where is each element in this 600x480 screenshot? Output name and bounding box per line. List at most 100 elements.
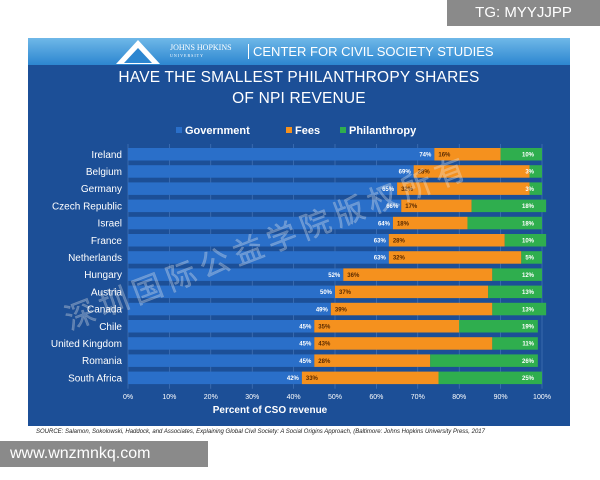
bar-fees <box>413 165 530 178</box>
bar-government <box>128 285 335 299</box>
data-label-philanthropy: 13% <box>522 307 535 313</box>
bar-fees <box>301 371 439 385</box>
center-title: CENTER FOR CIVIL SOCIETY STUDIES <box>248 44 494 59</box>
category-label: Canada <box>87 305 122 316</box>
category-label: Romania <box>82 356 122 367</box>
chart-grid <box>127 144 543 389</box>
bar-government <box>128 216 393 230</box>
data-label-philanthropy: 10% <box>522 152 535 158</box>
x-tick-label: 30% <box>245 394 259 401</box>
category-label: Hungary <box>84 270 122 281</box>
x-tick-label: 50% <box>328 394 342 401</box>
bar-philanthropy <box>521 251 542 264</box>
data-label-philanthropy: 5% <box>525 256 534 262</box>
x-axis-label: Percent of CSO revenue <box>213 405 328 416</box>
headline-line-1: HAVE THE SMALLEST PHILANTHROPY SHARES <box>118 69 480 86</box>
chart-legend: Government Fees Philanthropy <box>176 125 417 137</box>
data-label-fees: 37% <box>339 290 352 296</box>
data-label-philanthropy: 3% <box>525 187 534 193</box>
bar-government <box>128 182 398 195</box>
category-label: South Africa <box>68 373 122 384</box>
x-tick-label: 20% <box>204 394 218 401</box>
bar-government <box>128 199 402 213</box>
data-label-fees: 36% <box>347 273 360 279</box>
bar-fees <box>388 251 522 264</box>
category-label: Germany <box>81 184 122 195</box>
legend-label-fees: Fees <box>295 125 320 137</box>
category-label: Ireland <box>91 150 122 161</box>
x-tick-label: 90% <box>494 394 508 401</box>
data-label-fees: 28% <box>418 170 431 176</box>
bar-philanthropy <box>492 302 547 316</box>
bar-fees <box>434 148 501 161</box>
data-label-philanthropy: 3% <box>525 170 534 176</box>
x-tick-label: 70% <box>411 394 425 401</box>
bar-philanthropy <box>488 285 542 299</box>
x-tick-label: 100% <box>533 394 551 401</box>
data-label-government: 63% <box>374 256 387 262</box>
chart-bars: 74% 16% 10% 69% 28% 3% 65% 32% 3% 66% 17% 18% 64% 18%… <box>128 148 547 385</box>
bar-philanthropy <box>504 234 547 247</box>
data-label-government: 49% <box>316 307 329 313</box>
legend-swatch-fees <box>286 127 292 133</box>
bar-fees <box>330 302 493 316</box>
data-label-philanthropy: 18% <box>522 221 535 227</box>
category-label: Israel <box>98 219 122 230</box>
bar-government <box>128 268 344 281</box>
source-note: SOURCE: Salamon, Sokolowski, Haddock, an… <box>36 429 485 435</box>
data-label-government: 45% <box>299 342 312 348</box>
bar-fees <box>401 199 472 213</box>
bar-philanthropy <box>438 371 542 385</box>
header-band: JOHNS HOPKINS UNIVERSITY CENTER FOR CIVI… <box>28 38 570 65</box>
bar-philanthropy <box>529 165 542 178</box>
data-label-fees: 35% <box>318 324 331 330</box>
data-label-government: 64% <box>378 221 391 227</box>
bar-philanthropy <box>492 337 538 350</box>
data-label-philanthropy: 12% <box>522 273 535 279</box>
data-label-government: 42% <box>287 376 300 382</box>
slide-headline: HAVE THE SMALLEST PHILANTHROPY SHARES OF… <box>28 67 570 109</box>
data-label-fees: 32% <box>393 256 406 262</box>
bar-philanthropy <box>492 268 542 281</box>
chart-category-labels: Ireland Belgium Germany Czech Republic Israe… <box>51 150 123 385</box>
slide-background: JOHNS HOPKINS UNIVERSITY CENTER FOR CIVI… <box>28 38 570 426</box>
bar-fees <box>392 216 468 230</box>
category-label: United Kingdom <box>51 339 122 350</box>
bar-philanthropy <box>500 148 542 161</box>
x-tick-label: 0% <box>123 394 133 401</box>
data-label-fees: 32% <box>401 187 414 193</box>
legend-swatch-philanthropy <box>340 127 346 133</box>
university-name: JOHNS HOPKINS <box>170 43 232 52</box>
x-tick-label: 10% <box>162 394 176 401</box>
data-label-fees: 18% <box>397 221 410 227</box>
bar-fees <box>314 354 431 367</box>
data-label-government: 50% <box>320 290 333 296</box>
data-label-philanthropy: 25% <box>522 376 535 382</box>
bar-fees <box>343 268 493 281</box>
bar-philanthropy <box>471 199 547 213</box>
bar-government <box>128 234 389 247</box>
data-label-philanthropy: 10% <box>522 238 535 244</box>
bar-government <box>128 337 315 350</box>
bar-government <box>128 354 315 367</box>
data-label-fees: 39% <box>335 307 348 313</box>
data-label-government: 52% <box>328 273 341 279</box>
x-tick-label: 80% <box>452 394 466 401</box>
data-label-philanthropy: 19% <box>522 324 535 330</box>
bar-fees <box>388 234 505 247</box>
legend-label-government: Government <box>185 125 250 137</box>
bar-philanthropy <box>467 216 542 230</box>
data-label-fees: 16% <box>438 152 451 158</box>
category-label: Netherlands <box>68 253 122 264</box>
data-label-government: 63% <box>374 238 387 244</box>
bar-government <box>128 371 302 385</box>
data-label-government: 45% <box>299 324 312 330</box>
data-label-fees: 28% <box>393 238 406 244</box>
bar-philanthropy <box>430 354 538 367</box>
legend-label-philanthropy: Philanthropy <box>349 125 417 137</box>
data-label-government: 45% <box>299 359 312 365</box>
bar-fees <box>397 182 530 195</box>
chart-x-ticks: 0% 10% 20% 30% 40% 50% 60% 70% 80% 90% 100% <box>123 394 551 401</box>
bar-government <box>128 165 414 178</box>
top-right-watermark: TG: MYYJJPP <box>447 0 600 26</box>
